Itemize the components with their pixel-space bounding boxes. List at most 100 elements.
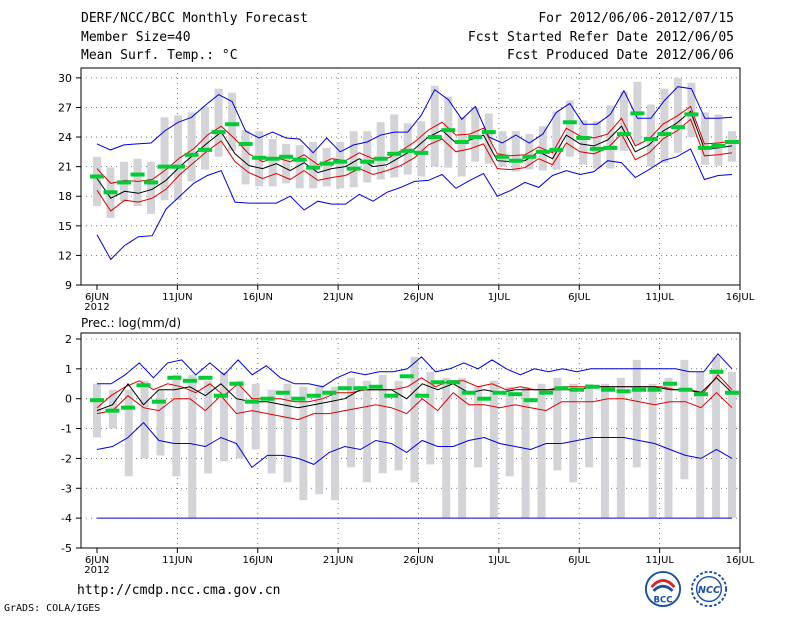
panel-1-bar-4 [156,389,165,456]
panel-1-mean-marker-30 [554,386,569,391]
panel-1-bar-17 [362,380,371,483]
panel-1-mean-marker-41 [724,390,739,395]
panel-0-ytick-label-0: 9 [65,279,72,292]
panel-0-bar-10 [228,92,237,151]
panel-1-bar-16 [346,377,355,468]
panel-1-bar-9 [235,380,244,459]
panel-1-bar-37 [680,359,689,480]
panel-1-mean-marker-23 [446,380,461,385]
panel-1-mean-marker-31 [570,387,585,392]
panel-0-mean-marker-41 [643,137,658,142]
panel-0-mean-marker-15 [292,157,307,162]
panel-1-mean-marker-4 [151,399,166,404]
panel-1-mean-marker-27 [508,392,523,397]
panel-0-xtick-label-1: 11JUN [162,292,192,303]
panel-1-line-q_lower [96,392,733,421]
panel-0-ytick-label-1: 12 [58,249,72,262]
panel-1-mean-marker-17 [353,386,368,391]
panel-1-xtick-label-1: 11JUN [162,555,192,566]
panel-0-bar-39 [619,91,628,151]
panel-0-frame [80,67,741,286]
grads-credit: GrADS: COLA/IGES [4,603,101,614]
panel-1-bar-39 [712,356,721,519]
panel-0-bar-30 [498,131,507,167]
panel-1-bar-8 [219,371,228,462]
panel-1-bar-24 [473,386,482,468]
panel-0-mean-marker-31 [508,158,523,163]
panel-1-xtick-label-2: 16JUN [243,555,273,566]
panel-1-mean-marker-14 [306,393,321,398]
panel-1-bar-12 [283,383,292,483]
panel-0-bar-34 [552,111,561,170]
panel-1-mean-marker-19 [384,393,399,398]
panel-1-ytick-label-6: 1 [65,363,72,376]
panel-0-bar-17 [322,147,331,187]
panel-0-mean-marker-9 [211,130,226,135]
panel-1-ytick-label-1: -4 [61,512,72,525]
panel-0-bar-11 [241,130,250,185]
panel-1-bar-26 [505,386,514,477]
panel-1-mean-marker-20 [399,374,414,379]
panel-1-bar-27 [521,386,530,519]
panel-1-mean-marker-26 [492,390,507,395]
panel-0-xtick-label-4: 26JUN [403,292,433,303]
panel-1-bar-30 [569,383,578,483]
forecast-started: Fcst Started Refer Date 2012/06/05 [467,30,734,45]
panel-0-ytick-label-4: 21 [58,161,72,174]
panel-1-xtick-label-8: 16JUL [726,555,755,566]
panel-1-mean-marker-9 [229,381,244,386]
panel-0-ytick-label-7: 30 [58,72,72,85]
panel-0-xtick-label-7: 11JUL [645,292,674,303]
panel-0-bar-42 [660,88,669,163]
panel-1-mean-marker-11 [260,396,275,401]
panel-0-xtick-label-3: 21JUN [323,292,353,303]
panel-0-mean-marker-26 [441,128,456,133]
panel-0-bar-45 [700,112,709,165]
panel-1-mean-marker-5 [167,375,182,380]
panel-0-mean-marker-2 [117,180,132,185]
panel-0-bar-35 [565,100,574,157]
panel-1-mean-marker-38 [678,387,693,392]
ncc-logo-text: NCC [698,585,720,596]
panel-1-bar-18 [378,374,387,474]
panel-1-ytick-label-7: 2 [65,333,72,346]
panel-1-line-median [96,377,733,412]
panel-1-bar-15 [331,386,340,501]
panel-0-mean-marker-36 [576,136,591,141]
panel-0-mean-marker-8 [198,147,213,152]
panel-0-mean-marker-42 [657,132,672,137]
panel-0-bar-41 [646,104,655,167]
panel-1-xtick-label-4: 26JUN [403,555,433,566]
panel-0-mean-marker-6 [171,164,186,169]
panel-0-mean-marker-35 [562,120,577,125]
panel-1-mean-marker-33 [601,387,616,392]
panel-1-mean-marker-35 [632,387,647,392]
panel-0-mean-marker-44 [684,112,699,117]
panel-0-ytick-label-3: 18 [58,190,72,203]
panel-0-mean-marker-29 [481,130,496,135]
panel-1-ytick-label-5: 0 [65,393,72,406]
panel-0-bar-9 [214,88,223,157]
panel-1-mean-marker-0 [90,398,104,403]
panel-0-mean-marker-39 [616,132,631,137]
panel-0-mean-marker-4 [144,180,159,185]
source-url[interactable]: http://cmdp.ncc.cma.gov.cn [77,583,281,598]
panel-0-bar-15 [295,144,304,189]
panel-0-bar-22 [390,114,399,178]
panel-1-mean-marker-1 [105,408,120,413]
panel-0-bar-4 [147,161,156,214]
panel-0-mean-marker-17 [319,161,334,166]
panel-1-mean-marker-16 [337,386,352,391]
panel-1-bar-0 [93,383,101,438]
panel-1-bar-34 [632,359,641,468]
panel-1-mean-marker-40 [709,369,724,374]
panel-1-xtick-label-5: 1JUL [488,555,511,566]
panel-1-bar-11 [267,389,276,474]
panel-1-ytick-label-0: -5 [61,542,72,555]
panel-0-mean-marker-21 [373,156,388,161]
panel-1-mean-marker-13 [291,396,306,401]
panel-1-mean-marker-7 [198,375,213,380]
panel-0-mean-marker-10 [225,122,240,127]
panel-1-mean-marker-37 [663,381,678,386]
